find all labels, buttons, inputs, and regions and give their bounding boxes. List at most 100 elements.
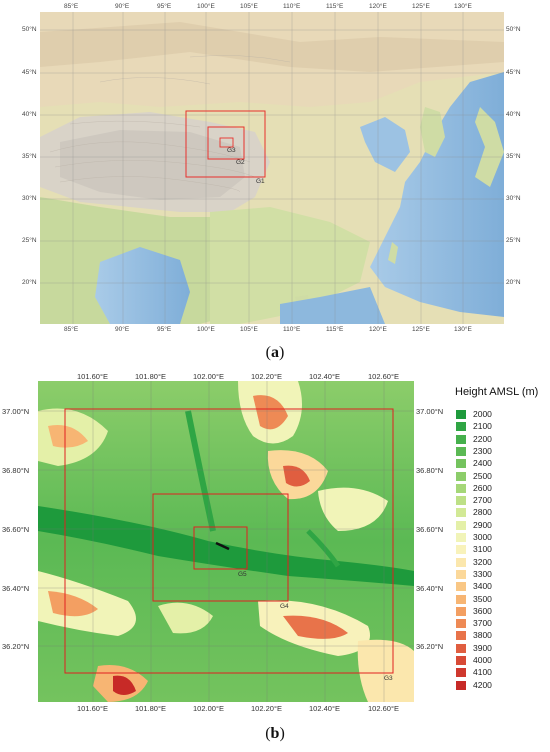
map-a-right-tick: 45°N	[506, 69, 521, 76]
legend-label: 4200	[473, 679, 492, 690]
map-a-right-tick: 40°N	[506, 111, 521, 118]
domain-label-g4: G4	[280, 603, 289, 610]
map-a-left-tick: 45°N	[22, 69, 37, 76]
map-a-bottom-tick: 100°E	[197, 326, 215, 333]
map-a-top-tick: 90°E	[115, 3, 130, 10]
map-a-bottom-tick: 85°E	[64, 326, 79, 333]
map-b-left-tick: 36.40°N	[2, 584, 30, 593]
domain-g3-box	[219, 137, 234, 148]
legend-swatch	[456, 631, 466, 641]
legend-swatch	[456, 410, 466, 419]
map-a-bottom-tick: 120°E	[369, 326, 387, 333]
map-a-bottom-tick: 125°E	[412, 326, 430, 333]
map-a-right-tick: 20°N	[506, 279, 521, 286]
map-b-bottom-tick: 102.60°E	[368, 704, 399, 713]
map-b-left-tick: 36.60°N	[2, 525, 30, 534]
map-b-top-tick: 101.80°E	[135, 372, 166, 381]
legend-swatch	[456, 643, 466, 653]
map-a-top-tick: 115°E	[326, 3, 344, 10]
map-a-bottom-tick: 130°E	[454, 326, 472, 333]
legend-swatch	[456, 668, 466, 678]
map-a-top-tick: 125°E	[412, 3, 430, 10]
legend-title: Height AMSL (m)	[455, 386, 539, 398]
legend-swatch	[456, 545, 466, 555]
legend-label: 3400	[473, 581, 492, 592]
map-b-right-tick: 36.20°N	[416, 642, 444, 651]
legend-label: 2300	[473, 445, 492, 456]
legend-swatch	[456, 680, 466, 690]
map-b-bottom-tick: 101.80°E	[135, 704, 166, 713]
legend-swatch	[456, 459, 466, 469]
legend-label: 2900	[473, 519, 492, 530]
map-b-bottom-tick: 102.40°E	[309, 704, 340, 713]
legend-swatch	[456, 656, 466, 665]
legend-swatch	[456, 606, 466, 616]
map-a-right-tick: 35°N	[506, 153, 521, 160]
map-a-top-tick: 120°E	[369, 3, 387, 10]
map-a-right-tick: 30°N	[506, 195, 521, 202]
caption-a-close: )	[279, 344, 285, 361]
legend-label: 2800	[473, 507, 492, 518]
domain-g1-box	[185, 110, 266, 178]
domain-g2-box	[207, 126, 245, 160]
map-a-left-tick: 30°N	[22, 195, 37, 202]
domain-g4-box	[152, 493, 289, 602]
map-b-top-tick: 102.00°E	[193, 372, 224, 381]
map-b-top-tick: 102.60°E	[368, 372, 399, 381]
legend-label: 2200	[473, 433, 492, 444]
map-a-bottom-tick: 105°E	[240, 326, 258, 333]
caption-b-close: )	[279, 725, 285, 742]
map-a-top-tick: 105°E	[240, 3, 258, 10]
map-a-top-tick: 95°E	[157, 3, 172, 10]
map-a-top-tick: 110°E	[283, 3, 301, 10]
legend-label: 3300	[473, 568, 492, 579]
legend-swatch	[456, 557, 466, 567]
legend-label: 3000	[473, 532, 492, 542]
map-a-bottom-tick: 90°E	[115, 326, 130, 333]
legend-label: 2500	[473, 470, 492, 481]
legend-label: 3500	[473, 593, 492, 604]
map-a-left-tick: 40°N	[22, 111, 37, 118]
legend-swatch	[456, 422, 466, 432]
caption-a-letter: a	[271, 344, 279, 361]
legend-swatch	[456, 496, 466, 506]
map-a-right-tick: 25°N	[506, 237, 521, 244]
map-b-bottom-tick: 102.00°E	[193, 704, 224, 713]
legend-label: 3100	[473, 544, 492, 555]
map-b: G5 G4 G3	[38, 381, 414, 702]
map-a-bottom-tick: 110°E	[283, 326, 301, 333]
caption-a-open: (	[265, 344, 271, 361]
map-b-right-tick: 37.00°N	[416, 407, 444, 416]
map-b-elevation	[38, 381, 414, 702]
caption-b-letter: b	[270, 725, 280, 742]
legend-swatch	[456, 594, 466, 604]
legend-swatch	[456, 569, 466, 579]
legend-label: 2000	[473, 409, 492, 419]
caption-b-open: (	[265, 725, 271, 742]
domain-g3-box	[64, 408, 394, 674]
legend-label: 2400	[473, 458, 492, 469]
map-a: G3 G2 G1	[40, 12, 504, 324]
legend-swatch	[456, 520, 466, 530]
legend-label: 3200	[473, 556, 492, 567]
map-a-left-tick: 20°N	[22, 279, 37, 286]
map-b-right-tick: 36.80°N	[416, 466, 444, 475]
domain-label-g3: G3	[227, 147, 236, 154]
map-a-right-tick: 50°N	[506, 26, 521, 33]
map-a-top-tick: 85°E	[64, 3, 79, 10]
legend-label: 3600	[473, 605, 492, 616]
domain-label-g5: G5	[238, 571, 247, 578]
map-b-right-tick: 36.40°N	[416, 584, 444, 593]
map-b-left-tick: 36.20°N	[2, 642, 30, 651]
legend-swatch	[456, 446, 466, 456]
map-a-bottom-tick: 115°E	[326, 326, 344, 333]
legend-swatch	[456, 533, 466, 542]
legend-label: 2100	[473, 421, 492, 432]
map-b-bottom-tick: 101.60°E	[77, 704, 108, 713]
legend-swatch	[456, 471, 466, 481]
map-a-top-tick: 130°E	[454, 3, 472, 10]
map-b-right-tick: 36.60°N	[416, 525, 444, 534]
map-b-top-tick: 102.40°E	[309, 372, 340, 381]
legend-swatch	[456, 619, 466, 629]
map-a-terrain	[40, 12, 504, 324]
